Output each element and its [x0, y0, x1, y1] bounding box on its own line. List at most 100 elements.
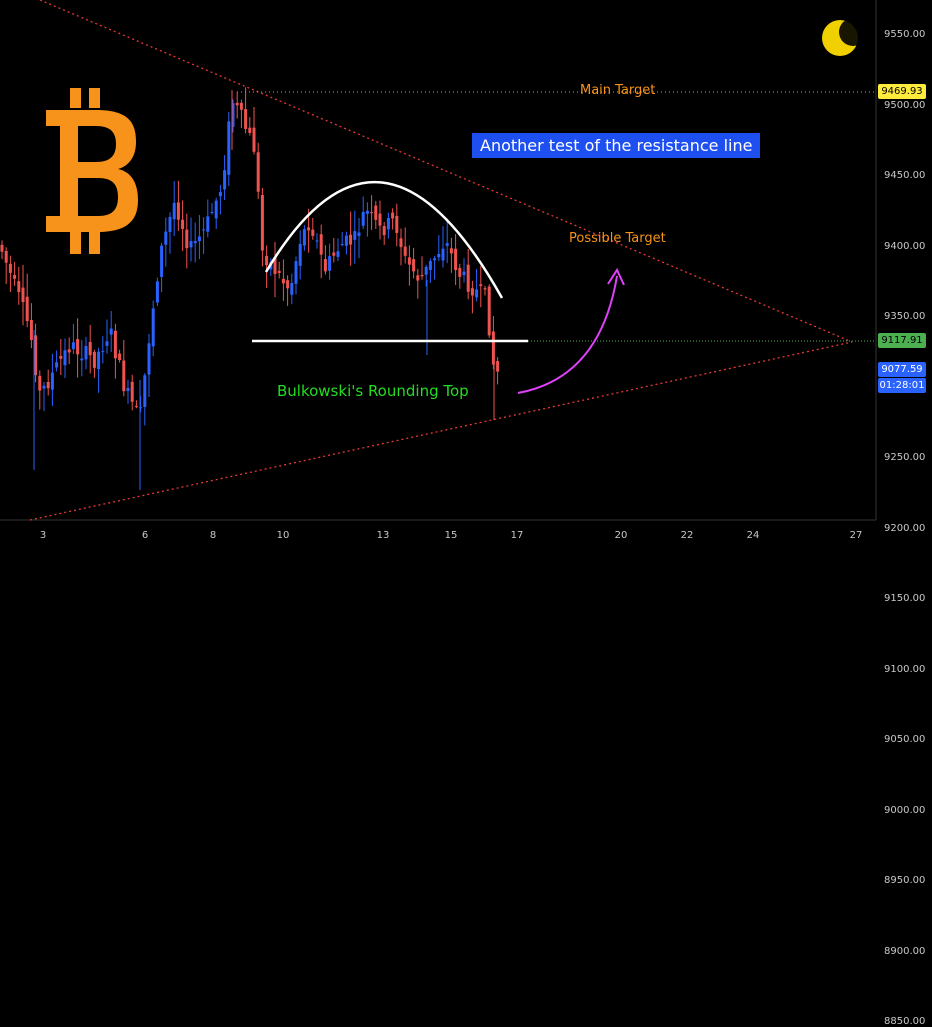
candle-body: [42, 385, 46, 389]
candle-body: [449, 248, 453, 254]
candle-body: [122, 360, 126, 392]
candle-body: [357, 232, 361, 236]
time-axis-label: 13: [376, 530, 390, 541]
candle-body: [21, 287, 25, 303]
candle-body: [8, 263, 12, 273]
rounding-top-arc[interactable]: [264, 180, 504, 299]
candle-body: [458, 267, 462, 277]
price-axis-label: 9100.00: [884, 663, 926, 675]
candle-body: [17, 281, 21, 293]
candle-body: [67, 349, 71, 353]
candle-body: [399, 238, 403, 248]
candle-body: [25, 296, 29, 322]
candle-body: [265, 255, 269, 266]
price-axis-label: 9250.00: [884, 452, 926, 463]
candle-body: [416, 275, 420, 281]
candle-body: [134, 405, 138, 407]
pattern-label: Bulkowski's Rounding Top: [277, 382, 469, 400]
price-axis-label: 8950.00: [884, 875, 926, 886]
candle-body: [231, 103, 235, 127]
candle-body: [370, 212, 374, 214]
candle-body: [349, 234, 353, 245]
candle-body: [118, 353, 122, 361]
moon-icon: [822, 18, 867, 56]
main-target-price-tag: 9469.93: [878, 84, 926, 99]
time-axis-label: 24: [746, 530, 760, 541]
candle-body: [332, 252, 336, 256]
candle-body: [382, 226, 386, 236]
candle-body: [470, 288, 474, 296]
candle-body: [454, 248, 458, 271]
bitcoin-logo: [46, 88, 138, 254]
candle-body: [273, 256, 277, 275]
candle-body: [462, 271, 466, 276]
candle-body: [403, 246, 407, 256]
candle-body: [391, 212, 395, 219]
candle-body: [428, 261, 432, 270]
candle-body: [38, 375, 42, 391]
price-chart[interactable]: [0, 0, 932, 550]
lower-trendline[interactable]: [29, 341, 853, 521]
candle-body: [143, 375, 147, 407]
candle-body: [302, 229, 306, 246]
candle-body: [151, 308, 155, 347]
candle-body: [323, 259, 327, 272]
price-axis-label: 8850.00: [884, 1016, 926, 1027]
candle-body: [496, 361, 500, 372]
candle-body: [378, 213, 382, 226]
candle-body: [46, 381, 50, 389]
candle-body: [139, 407, 143, 409]
candle-body: [160, 245, 164, 277]
time-axis-label: 20: [614, 530, 628, 541]
price-axis-label: 8900.00: [884, 945, 926, 957]
candle-body: [491, 331, 495, 365]
candle-body: [424, 266, 428, 275]
candle-body: [407, 257, 411, 265]
candle-body: [0, 244, 4, 252]
last-price-tag: 9077.59: [878, 362, 926, 377]
price-axis-label: 9500.00: [884, 99, 926, 111]
candle-body: [193, 241, 197, 244]
price-axis-label: 9550.00: [884, 29, 926, 40]
time-axis-label: 15: [444, 530, 458, 541]
candle-body: [244, 109, 248, 130]
countdown-tag: 01:28:01: [878, 378, 926, 393]
candle-body: [126, 387, 130, 392]
candle-body: [260, 194, 264, 251]
price-axis-label: 9050.00: [884, 734, 926, 745]
candle-body: [395, 215, 399, 233]
candle-body: [365, 210, 369, 214]
time-axis-label: 6: [141, 530, 149, 541]
candle-body: [281, 278, 285, 284]
candle-body: [105, 341, 109, 346]
candle-body: [475, 289, 479, 298]
price-axis-label: 9150.00: [884, 593, 926, 604]
candle-body: [109, 328, 113, 335]
candle-body: [386, 217, 390, 230]
projection-arrow[interactable]: [517, 275, 618, 394]
candle-body: [176, 202, 180, 220]
time-axis-label: 17: [510, 530, 524, 541]
candle-body: [206, 216, 210, 232]
candle-body: [290, 282, 294, 295]
candle-body: [189, 241, 193, 248]
candle-body: [13, 275, 17, 279]
candle-body: [479, 284, 483, 287]
time-axis-label: 3: [39, 530, 47, 541]
time-axis-label: 27: [849, 530, 863, 541]
candle-body: [113, 330, 117, 359]
candle-body: [223, 170, 227, 190]
candles: [0, 87, 500, 490]
candle-body: [214, 200, 218, 219]
candle-body: [319, 234, 323, 255]
candle-body: [97, 351, 101, 370]
candle-body: [34, 335, 38, 376]
candle-body: [147, 343, 151, 375]
candle-body: [218, 192, 222, 197]
candle-body: [445, 243, 449, 246]
candle-body: [277, 270, 281, 273]
candle-body: [286, 280, 290, 289]
upper-trendline[interactable]: [39, 0, 853, 343]
time-axis-label: 8: [209, 530, 217, 541]
candle-body: [227, 121, 231, 175]
